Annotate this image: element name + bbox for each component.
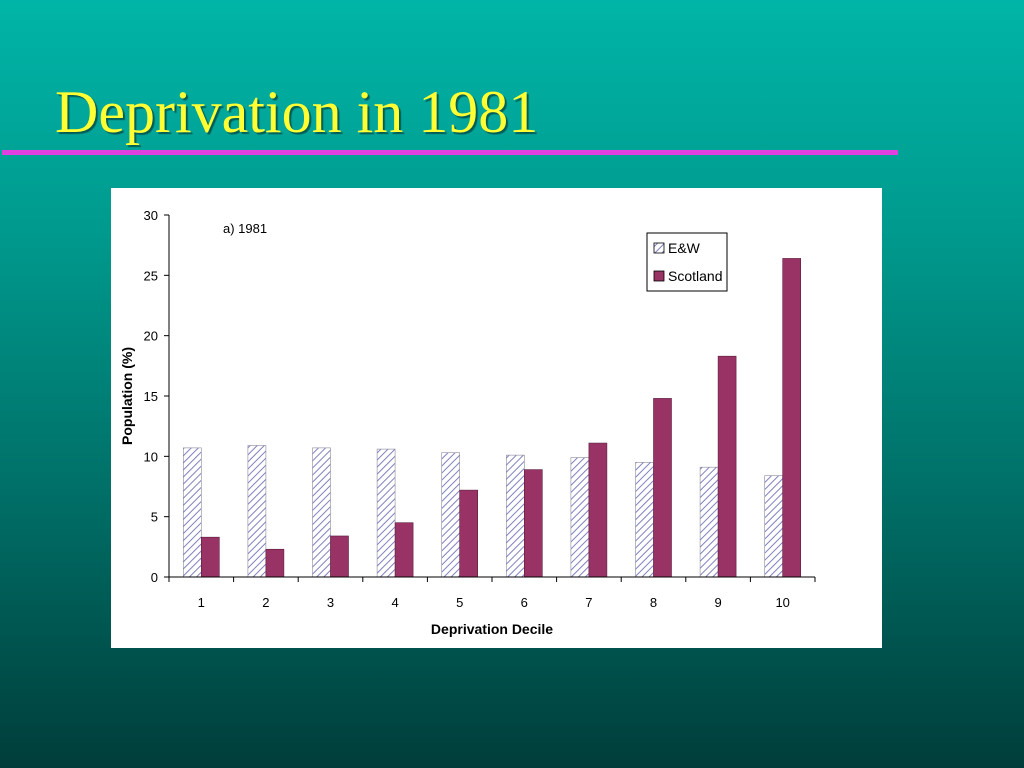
y-tick-label: 30 [144, 208, 158, 223]
bar-scotland [330, 535, 349, 578]
y-tick-label: 5 [151, 510, 158, 525]
bar-ew [312, 447, 331, 578]
y-tick-label: 25 [144, 268, 158, 283]
legend-swatch-scotland [653, 270, 665, 282]
chart-panel: 0 5 10 15 20 25 30 1 2 3 4 5 6 7 8 9 10 a) 1981 Depriva… [111, 188, 882, 648]
y-axis-title: Population (%) [119, 347, 135, 445]
y-tick-label: 15 [144, 389, 158, 404]
bar-ew [764, 475, 784, 578]
legend: E&W Scotland [646, 232, 728, 292]
x-tick-label: 6 [521, 595, 528, 610]
x-tick-label: 10 [775, 595, 789, 610]
bar-scotland [717, 355, 737, 578]
legend-swatch-ew [653, 242, 665, 254]
bar-ew [635, 462, 654, 578]
bar-ew [183, 447, 202, 578]
x-tick-label: 2 [262, 595, 269, 610]
bar-ew [699, 466, 719, 578]
x-tick-label: 8 [650, 595, 657, 610]
bar-ew [247, 445, 267, 578]
bar-scotland [523, 469, 543, 578]
y-tick-label: 10 [144, 449, 158, 464]
legend-label-scotland: Scotland [668, 268, 722, 284]
x-tick-label: 7 [585, 595, 592, 610]
y-tick-label: 20 [144, 329, 158, 344]
x-tick-label: 4 [391, 595, 398, 610]
title-underline [2, 150, 898, 155]
bar-ew [505, 454, 525, 578]
x-tick-label: 1 [198, 595, 205, 610]
bar-scotland [265, 548, 285, 578]
x-axis-title: Deprivation Decile [431, 621, 553, 637]
slide-title: Deprivation in 1981 [55, 79, 539, 145]
bar-scotland [782, 258, 802, 578]
x-axis-ticks: 1 2 3 4 5 6 7 8 9 10 [168, 577, 816, 610]
bar-ew [376, 448, 396, 578]
bar-scotland [588, 442, 608, 578]
x-tick-label: 9 [714, 595, 721, 610]
y-axis-ticks: 0 5 10 15 20 25 30 [144, 208, 169, 585]
x-tick-label: 3 [327, 595, 334, 610]
bar-ew [570, 457, 590, 578]
bars [183, 258, 802, 578]
x-tick-label: 5 [456, 595, 463, 610]
legend-label-ew: E&W [668, 240, 701, 256]
bar-scotland [459, 489, 479, 578]
bar-chart: 0 5 10 15 20 25 30 1 2 3 4 5 6 7 8 9 10 a) 1981 Depriva… [119, 208, 816, 637]
bar-scotland [201, 536, 220, 578]
bar-scotland [653, 398, 672, 578]
bar-scotland [394, 522, 414, 578]
y-tick-label: 0 [151, 570, 158, 585]
chart-annotation: a) 1981 [223, 221, 267, 236]
bar-ew [441, 452, 461, 578]
